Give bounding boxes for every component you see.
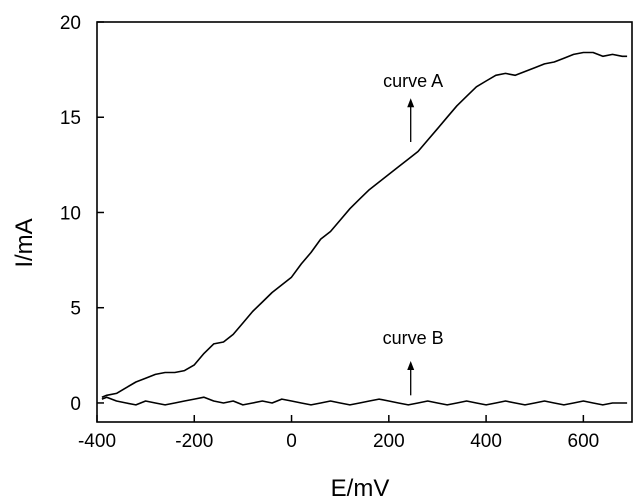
plot-frame <box>96 21 633 423</box>
series-group <box>101 51 628 406</box>
x-tick-label-3: 200 <box>373 431 405 452</box>
series-line-0 <box>101 51 628 398</box>
x-tick-label-2: 0 <box>286 431 297 452</box>
y-tick-label-0: 0 <box>70 394 81 415</box>
y-tick-label-1: 5 <box>70 299 81 320</box>
x-axis-title: E/mV <box>331 475 390 502</box>
y-tick-label-2: 10 <box>60 203 81 224</box>
x-tick-label-0: -400 <box>78 431 116 452</box>
y-tick-label-4: 20 <box>60 13 81 34</box>
tick-group: -400 -200 0 200 400 600 0 5 10 15 20 <box>60 13 599 452</box>
x-tick-label-5: 600 <box>568 431 600 452</box>
annotation-group: curve A curve B <box>383 71 444 396</box>
y-tick-label-3: 15 <box>60 108 81 129</box>
annotation-arrowhead-0 <box>407 98 415 108</box>
x-tick-label-1: -200 <box>175 431 213 452</box>
series-line-1 <box>101 396 628 406</box>
annotation-label-0: curve A <box>383 71 443 91</box>
plot-area <box>96 21 633 423</box>
y-axis-title: I/mA <box>11 218 38 267</box>
annotation-arrowhead-1 <box>407 361 415 371</box>
x-tick-label-4: 400 <box>470 431 502 452</box>
annotation-label-1: curve B <box>383 328 444 348</box>
